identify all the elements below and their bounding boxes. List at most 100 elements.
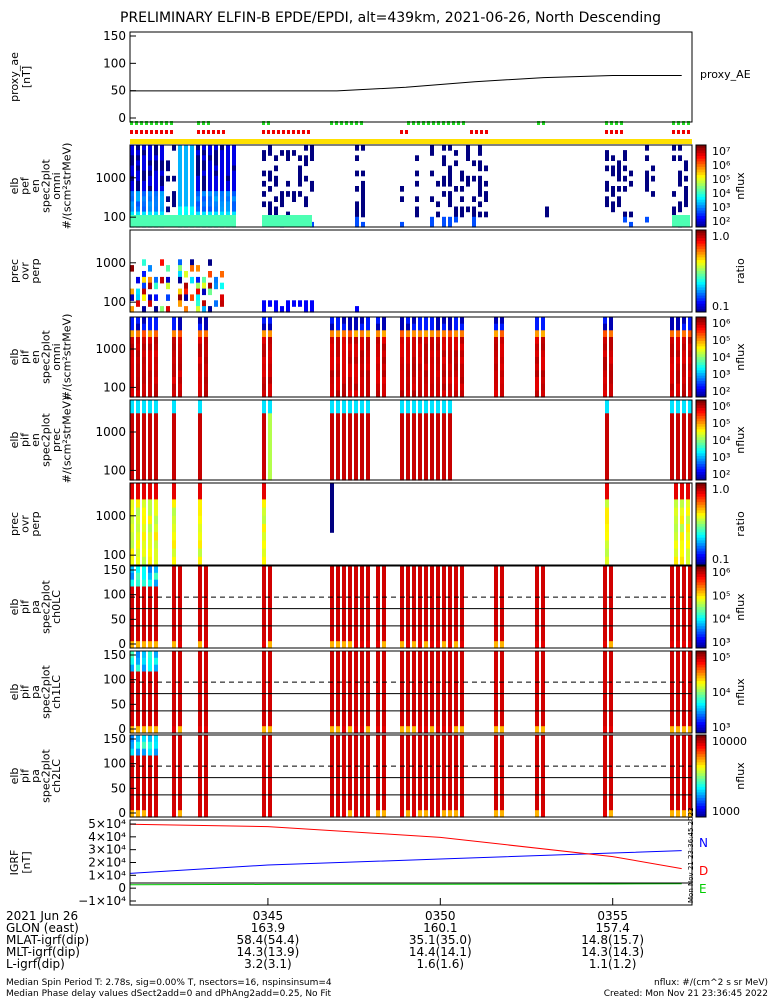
spectrogram-cell	[676, 776, 680, 784]
spectrogram-cell	[304, 196, 308, 202]
spectrogram-cell	[670, 357, 674, 365]
spectrogram-cell	[430, 586, 434, 594]
spectrogram-cell	[676, 400, 680, 408]
spectrogram-cell	[603, 692, 607, 700]
spectrogram-cell	[430, 357, 434, 365]
spectrogram-cell	[430, 330, 434, 338]
spectrogram-cell	[494, 323, 498, 331]
spectrogram-cell	[460, 186, 464, 192]
spectrogram-cell	[609, 705, 613, 714]
spectrogram-cell	[154, 460, 158, 468]
colorbar-segment	[696, 290, 706, 294]
spectrogram-cell	[682, 803, 686, 811]
colorbar-frame	[695, 399, 707, 481]
spectrogram-cell	[268, 705, 272, 714]
spectrogram-cell	[354, 664, 358, 673]
panel-frame	[129, 144, 693, 228]
flag-green-mark	[452, 121, 455, 125]
spectrogram-cell	[670, 627, 674, 635]
spectrogram-cell	[204, 705, 208, 714]
flag-green-mark	[197, 121, 200, 125]
spectrogram-cell	[154, 762, 158, 770]
spectrogram-cell	[361, 211, 365, 218]
flag-green-mark	[687, 121, 690, 125]
spectrogram-cell	[204, 712, 208, 720]
spectrogram-cell	[360, 343, 364, 351]
spectrogram-cell	[382, 579, 386, 588]
colorbar-segment	[696, 341, 706, 345]
spectrogram-cell	[130, 712, 134, 720]
spectrogram-cell	[382, 572, 386, 581]
spectrogram-cell	[142, 712, 146, 720]
spectrogram-cell	[603, 620, 607, 629]
spectrogram-cell	[262, 413, 266, 421]
y-tick-label: 2×10⁴	[88, 856, 126, 870]
spectrogram-cell	[130, 363, 134, 371]
spectrogram-cell	[142, 507, 146, 517]
footer-row-label: GLON (east)	[6, 921, 79, 935]
colorbar-segment	[696, 576, 706, 581]
flag-red-mark	[682, 130, 685, 134]
spectrogram-cell	[454, 150, 458, 156]
spectrogram-cell	[202, 282, 206, 290]
spectrogram-cell	[130, 664, 134, 673]
spectrogram-cell	[418, 460, 422, 468]
flag-red-mark	[170, 130, 173, 134]
spectrogram-cell	[336, 698, 340, 707]
spectrogram-cell	[354, 586, 358, 594]
spectrogram-cell	[198, 460, 202, 468]
colorbar-segment	[696, 730, 706, 734]
spectrogram-cell	[436, 460, 440, 468]
spectrogram-cell	[376, 776, 380, 784]
spectrogram-cell	[198, 651, 202, 659]
spectrogram-cell	[330, 483, 334, 492]
spectrogram-cell	[412, 400, 416, 408]
spectrogram-cell	[688, 664, 692, 673]
spectrogram-cell	[430, 323, 434, 331]
spectrogram-cell	[148, 515, 152, 525]
spectrogram-cell	[130, 548, 134, 558]
spectrogram-cell	[336, 383, 340, 391]
spectrogram-cell	[436, 705, 440, 714]
spectrogram-cell	[354, 620, 358, 629]
spectrogram-cell	[130, 620, 134, 629]
spectrogram-cell	[418, 776, 422, 784]
spectrogram-cell	[198, 323, 202, 331]
spectrogram-cell	[360, 413, 364, 421]
spectrogram-cell	[688, 620, 692, 629]
colorbar-segment	[696, 686, 706, 690]
spectrogram-cell	[376, 600, 380, 608]
spectrogram-cell	[262, 735, 266, 743]
spectrogram-cell	[460, 613, 464, 622]
spectrogram-cell	[336, 810, 340, 818]
spectrogram-cell	[442, 593, 446, 601]
spectrogram-cell	[172, 579, 176, 588]
spectrogram-cell	[148, 810, 152, 818]
spectrogram-cell	[336, 634, 340, 642]
spectrogram-cell	[688, 383, 692, 391]
spectrogram-cell	[680, 548, 684, 558]
spectrogram-cell	[682, 426, 686, 434]
spectrogram-cell	[454, 206, 458, 213]
spectrogram-cell	[226, 150, 230, 156]
spectrogram-cell	[609, 641, 613, 649]
spectrogram-cell	[136, 586, 140, 594]
spectrogram-cell	[535, 803, 539, 811]
spectrogram-cell	[204, 664, 208, 673]
spectrogram-cell	[154, 586, 158, 594]
spectrogram-cell	[360, 337, 364, 345]
spectrogram-cell	[684, 160, 688, 167]
spectrogram-cell	[136, 634, 140, 642]
spectrogram-cell	[286, 180, 290, 187]
spectrogram-cell	[172, 651, 176, 659]
spectrogram-cell	[172, 548, 176, 558]
spectrogram-cell	[304, 201, 308, 208]
spectrogram-cell	[148, 357, 152, 365]
spectrogram-cell	[478, 150, 482, 156]
spectrogram-cell	[682, 600, 686, 608]
spectrogram-cell	[500, 337, 504, 345]
spectrogram-cell	[142, 191, 146, 197]
spectrogram-cell	[382, 803, 386, 811]
spectrogram-cell	[148, 507, 152, 517]
spectrogram-cell	[136, 383, 140, 391]
